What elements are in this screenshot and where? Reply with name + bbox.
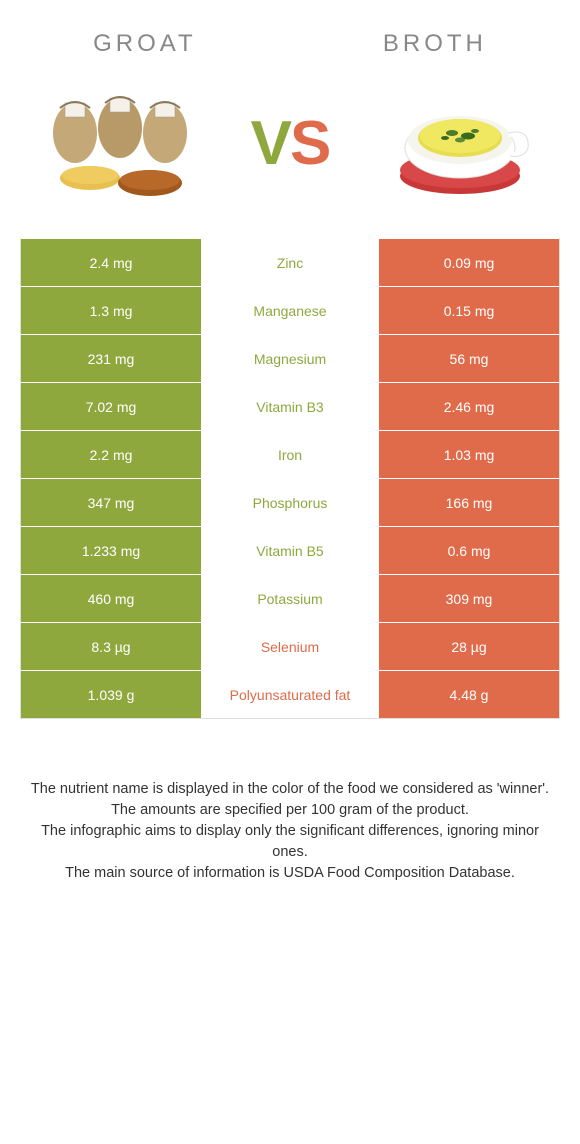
footnotes: The nutrient name is displayed in the co… [0,719,580,884]
groat-image [40,78,200,208]
right-food-title: BROTH [383,30,487,58]
table-row: 2.2 mgIron1.03 mg [21,430,559,478]
nutrient-table: 2.4 mgZinc0.09 mg1.3 mgManganese0.15 mg2… [20,238,560,719]
left-food-title: GROAT [93,30,197,58]
images-row: VS [0,78,580,238]
right-value: 166 mg [379,479,559,526]
nutrient-name: Selenium [201,623,379,670]
footnote-line: The amounts are specified per 100 gram o… [30,800,550,821]
header: GROAT BROTH [0,0,580,78]
left-value: 2.2 mg [21,431,201,478]
right-value: 56 mg [379,335,559,382]
table-row: 1.3 mgManganese0.15 mg [21,286,559,334]
right-value: 1.03 mg [379,431,559,478]
right-value: 2.46 mg [379,383,559,430]
table-row: 1.233 mgVitamin B50.6 mg [21,526,559,574]
left-value: 7.02 mg [21,383,201,430]
footnote-line: The infographic aims to display only the… [30,821,550,863]
nutrient-name: Vitamin B3 [201,383,379,430]
table-row: 7.02 mgVitamin B32.46 mg [21,382,559,430]
table-row: 1.039 gPolyunsaturated fat4.48 g [21,670,559,718]
nutrient-name: Manganese [201,287,379,334]
nutrient-name: Phosphorus [201,479,379,526]
left-value: 347 mg [21,479,201,526]
nutrient-name: Vitamin B5 [201,527,379,574]
left-value: 8.3 µg [21,623,201,670]
table-row: 347 mgPhosphorus166 mg [21,478,559,526]
vs-v-letter: V [251,109,290,178]
right-value: 0.15 mg [379,287,559,334]
vs-s-letter: S [290,109,329,178]
right-value: 309 mg [379,575,559,622]
table-row: 2.4 mgZinc0.09 mg [21,238,559,286]
broth-image [380,78,540,208]
right-value: 0.09 mg [379,239,559,286]
left-value: 1.233 mg [21,527,201,574]
table-row: 8.3 µgSelenium28 µg [21,622,559,670]
nutrient-name: Zinc [201,239,379,286]
nutrient-name: Polyunsaturated fat [201,671,379,718]
left-value: 1.3 mg [21,287,201,334]
left-value: 1.039 g [21,671,201,718]
footnote-line: The main source of information is USDA F… [30,863,550,884]
left-value: 231 mg [21,335,201,382]
nutrient-name: Iron [201,431,379,478]
right-value: 28 µg [379,623,559,670]
nutrient-name: Potassium [201,575,379,622]
nutrient-name: Magnesium [201,335,379,382]
footnote-line: The nutrient name is displayed in the co… [30,779,550,800]
left-value: 460 mg [21,575,201,622]
table-row: 231 mgMagnesium56 mg [21,334,559,382]
left-value: 2.4 mg [21,239,201,286]
right-value: 4.48 g [379,671,559,718]
right-value: 0.6 mg [379,527,559,574]
table-row: 460 mgPotassium309 mg [21,574,559,622]
vs-badge: VS [251,108,330,179]
